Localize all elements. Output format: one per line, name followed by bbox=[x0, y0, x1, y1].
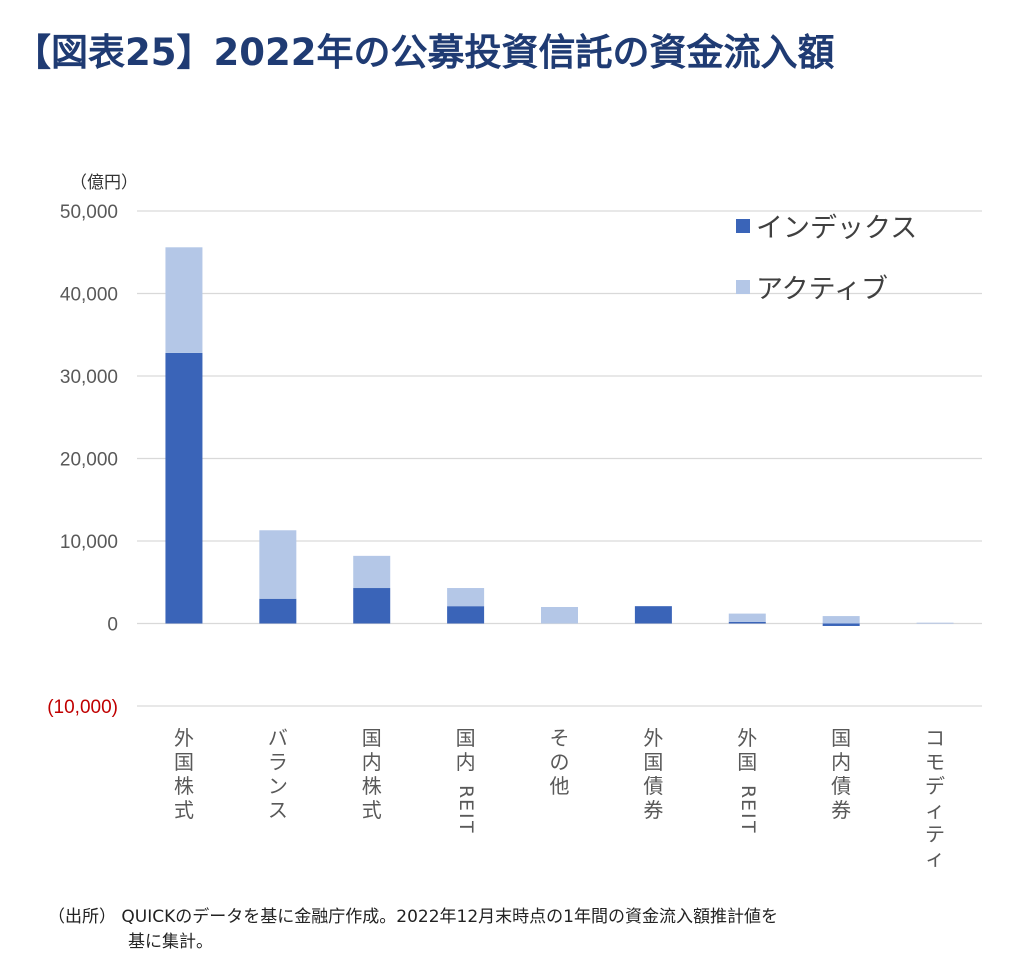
bar-index bbox=[728, 621, 766, 624]
svg-text:債: 債 bbox=[831, 774, 851, 798]
source-line-1: （出所） QUICKのデータを基に金融庁作成。2022年12月末時点の1年間の資… bbox=[48, 907, 778, 927]
svg-text:T: T bbox=[737, 820, 759, 833]
bar-active bbox=[353, 555, 391, 589]
source-line-2: 基に集計。 bbox=[128, 932, 213, 952]
bar-index bbox=[165, 352, 203, 624]
svg-text:ン: ン bbox=[268, 774, 288, 798]
bar-active bbox=[822, 616, 860, 624]
svg-text:式: 式 bbox=[362, 798, 382, 822]
svg-text:ス: ス bbox=[268, 798, 288, 822]
svg-text:他: 他 bbox=[550, 774, 570, 798]
svg-text:内: 内 bbox=[362, 750, 382, 774]
page-title: 【図表25】2022年の公募投資信託の資金流入額 bbox=[14, 31, 835, 74]
svg-text:I: I bbox=[737, 813, 759, 819]
legend-swatch bbox=[736, 219, 750, 233]
svg-text:外: 外 bbox=[174, 726, 194, 750]
y-tick-label: (10,000) bbox=[47, 697, 118, 718]
svg-text:T: T bbox=[455, 820, 477, 833]
y-tick-label: 10,000 bbox=[60, 532, 118, 553]
legend-swatch bbox=[736, 280, 750, 294]
svg-text:テ: テ bbox=[925, 822, 945, 846]
svg-text:の: の bbox=[550, 750, 570, 774]
svg-text:株: 株 bbox=[174, 774, 194, 798]
legend-label: アクティブ bbox=[756, 274, 888, 305]
svg-text:そ: そ bbox=[550, 726, 570, 750]
legend-label: インデックス bbox=[756, 213, 917, 244]
x-tick-label: その他 bbox=[550, 726, 570, 798]
svg-text:モ: モ bbox=[925, 750, 945, 774]
svg-text:ィ: ィ bbox=[925, 846, 945, 870]
svg-text:債: 債 bbox=[643, 774, 663, 798]
svg-text:E: E bbox=[455, 799, 477, 811]
source-note: （出所） QUICKのデータを基に金融庁作成。2022年12月末時点の1年間の資… bbox=[48, 905, 948, 955]
svg-text:国: 国 bbox=[362, 726, 382, 750]
bar-index bbox=[822, 623, 860, 626]
bar-index bbox=[634, 606, 672, 624]
svg-text:国: 国 bbox=[456, 726, 476, 750]
svg-text:国: 国 bbox=[643, 750, 663, 774]
bar-active bbox=[165, 247, 203, 353]
y-tick-label: 40,000 bbox=[60, 285, 118, 306]
chart: （億円） 50,000 40,000 30,000 20,000 10,000 0 (10,0… bbox=[47, 173, 982, 870]
bar-active bbox=[541, 607, 578, 624]
svg-text:I: I bbox=[455, 813, 477, 819]
svg-text:株: 株 bbox=[362, 774, 382, 798]
svg-text:R: R bbox=[455, 785, 477, 798]
bar-index bbox=[353, 588, 391, 624]
bar-active bbox=[916, 622, 954, 624]
svg-text:ィ: ィ bbox=[925, 798, 945, 822]
bar-index bbox=[259, 598, 297, 624]
bar-active bbox=[728, 613, 766, 622]
svg-text:券: 券 bbox=[643, 798, 663, 822]
bar-index bbox=[447, 606, 485, 624]
svg-text:内: 内 bbox=[831, 750, 851, 774]
y-tick-label: 0 bbox=[107, 615, 118, 636]
svg-text:外: 外 bbox=[643, 726, 663, 750]
svg-text:国: 国 bbox=[737, 750, 757, 774]
bar-active bbox=[447, 588, 485, 607]
y-tick-label: 50,000 bbox=[60, 202, 118, 223]
svg-text:国: 国 bbox=[174, 750, 194, 774]
svg-text:式: 式 bbox=[174, 798, 194, 822]
svg-text:コ: コ bbox=[925, 726, 945, 750]
svg-text:E: E bbox=[737, 799, 759, 811]
y-unit-label: （億円） bbox=[70, 173, 138, 193]
svg-text:外: 外 bbox=[737, 726, 757, 750]
y-tick-label: 30,000 bbox=[60, 367, 118, 388]
svg-text:ラ: ラ bbox=[268, 750, 288, 774]
y-tick-label: 20,000 bbox=[60, 450, 118, 471]
svg-text:R: R bbox=[737, 785, 759, 798]
svg-text:内: 内 bbox=[456, 750, 476, 774]
svg-text:券: 券 bbox=[831, 798, 851, 822]
svg-text:バ: バ bbox=[268, 726, 288, 750]
svg-text:国: 国 bbox=[831, 726, 851, 750]
svg-text:デ: デ bbox=[925, 774, 945, 798]
bar-active bbox=[259, 530, 297, 599]
